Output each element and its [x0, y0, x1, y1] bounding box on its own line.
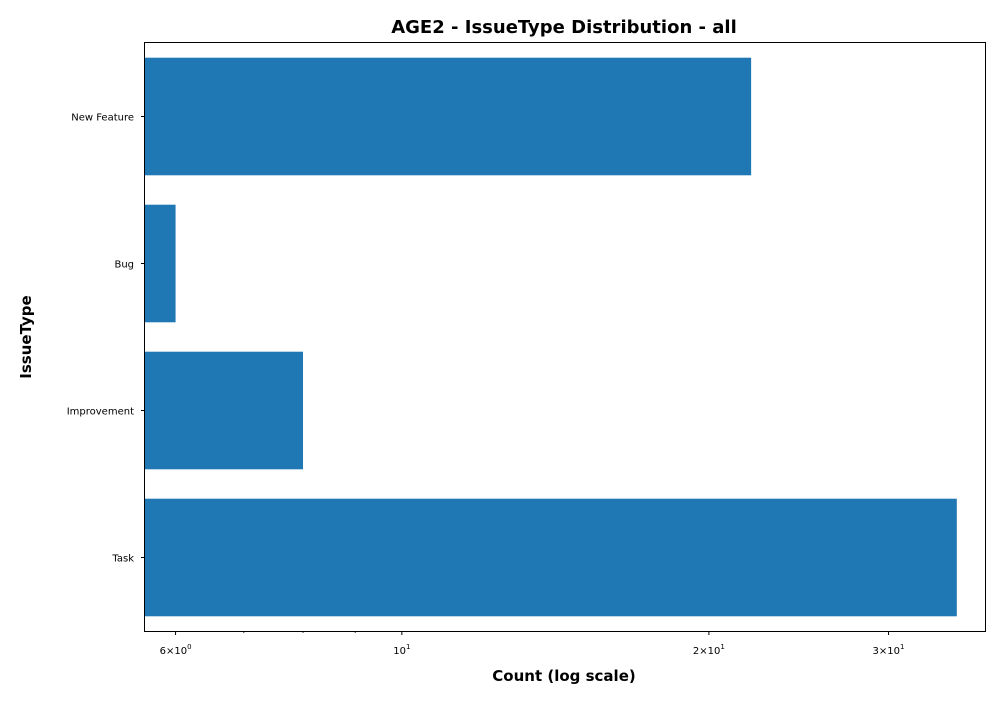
x-tick-label: 101 — [393, 643, 410, 657]
bar-bug — [145, 204, 176, 323]
y-axis-label: IssueType — [17, 295, 35, 378]
bar-new-feature — [145, 57, 752, 176]
bar-improvement — [145, 351, 304, 470]
y-tick-label: Improvement — [67, 407, 134, 418]
y-tick-label: Bug — [114, 260, 134, 271]
x-axis-label: Count (log scale) — [492, 667, 635, 685]
plot-frame — [144, 42, 986, 632]
bars-group — [145, 57, 957, 617]
y-axis-ticks: New Feature Bug Improvement Task — [67, 113, 145, 565]
y-tick-label: New Feature — [71, 113, 134, 124]
y-tick-label: Task — [111, 554, 134, 565]
x-tick-label: 6×100 — [160, 643, 192, 657]
chart-title: AGE2 - IssueType Distribution - all — [391, 17, 737, 38]
bar-task — [145, 498, 957, 617]
x-tick-label: 2×101 — [693, 643, 725, 657]
x-tick-label: 3×101 — [873, 643, 905, 657]
x-axis-ticks: 6×100 101 2×101 3×101 — [160, 631, 905, 657]
